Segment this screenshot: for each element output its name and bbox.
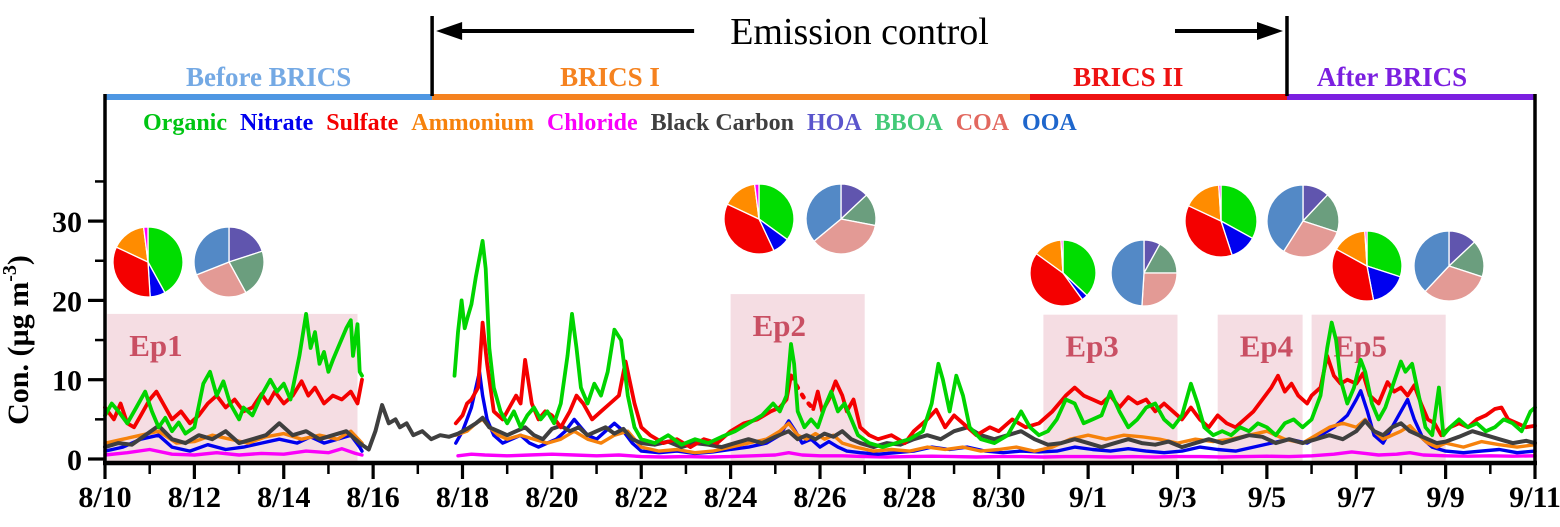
legend-item-organic: Organic [143,110,227,136]
ep2-species-pie-slice-4 [753,183,760,220]
ep2-oa-factors-pie-slice-3 [805,183,842,243]
x-tick-label: 8/30 [972,481,1025,514]
ep1-oa-factors-pie-slice-1 [228,250,265,294]
episode-label-ep4: Ep4 [1240,329,1293,364]
ep2-oa-factors-pie [805,183,877,255]
x-tick-label: 8/26 [793,481,846,514]
x-tick-label: 8/22 [615,481,668,514]
ep3-species-pie [1029,239,1097,307]
x-tick-label: 8/10 [78,481,131,514]
ep1-species-pie-slice-0 [147,226,184,294]
legend-item-black-carbon: Black Carbon [650,110,794,136]
legend-item-ooa: OOA [1022,110,1077,136]
legend-item-nitrate: Nitrate [240,110,314,136]
x-tick-label: 9/11 [1509,481,1560,514]
episode-label-ep1: Ep1 [129,328,182,363]
x-tick-label: 8/24 [704,481,757,514]
y-tick-label: 30 [52,206,82,239]
x-tick-label: 8/28 [883,481,936,514]
species-legend: Organic Nitrate Sulfate Ammonium Chloride Bla… [143,110,1077,137]
x-tick-label: 8/20 [525,481,578,514]
ep4-species-pie-slice-0 [1220,184,1258,240]
arrow-left-icon [436,22,463,40]
legend-item-bboa: BBOA [874,110,943,136]
legend-item-coa: COA [955,110,1010,136]
y-tick-label: 0 [67,444,82,477]
ep5-species-pie-slice-2 [1331,248,1375,302]
series-sulfate-dashed-1 [788,373,816,412]
emission-control-title: Emission control [730,11,989,53]
arrow-right-icon [1256,22,1283,40]
ep1-oa-factors-pie-slice-3 [193,226,230,276]
ep4-oa-factors-pie-slice-2 [1282,220,1339,258]
ep5-species-pie-slice-4 [1364,230,1368,267]
ep1-oa-factors-pie [193,226,265,298]
y-tick-label: 20 [52,285,82,318]
series-organic-line-2 [452,239,1537,449]
ep5-species-pie-slice-0 [1366,230,1403,278]
period-label-2: BRICS I [560,62,660,92]
ep2-species-pie [723,183,795,255]
legend-item-sulfate: Sulfate [326,110,399,136]
ep1-species-pie-slice-2 [112,246,151,298]
period-bar-4 [1287,94,1535,100]
legend-item-hoa: HOA [807,110,862,136]
series-sulfate-line-2 [453,320,793,449]
x-tick-label: 8/14 [257,481,310,514]
series-chloride-line-2 [456,450,1537,459]
legend-item-chloride: Chloride [546,110,638,136]
ep1-species-pie [112,226,184,298]
ep2-oa-factors-pie-slice-2 [813,218,877,255]
x-tick-label: 9/5 [1248,481,1286,514]
y-axis-title: Con. (µg m-3) [0,255,35,425]
ep5-oa-factors-pie-slice-3 [1413,230,1450,293]
ep1-species-pie-slice-4 [142,226,149,263]
ep2-species-pie-slice-2 [723,203,775,255]
ep5-species-pie [1331,230,1403,302]
y-tick-label: 10 [52,365,82,398]
series-organic-line-1 [103,312,364,436]
episode-label-ep5: Ep5 [1334,329,1387,364]
episode-label-ep2: Ep2 [753,308,806,343]
x-tick-label: 8/12 [168,481,221,514]
ep4-oa-factors-pie [1266,184,1340,258]
ep3-species-pie-slice-4 [1060,239,1064,274]
legend-item-ammonium: Ammonium [411,110,534,136]
ep4-species-pie [1184,184,1258,258]
series-sulfate-line-1 [103,377,364,430]
x-tick-label: 9/1 [1069,481,1107,514]
ep5-oa-factors-pie-slice-2 [1424,265,1484,302]
x-tick-label: 8/16 [346,481,399,514]
period-label-1: Before BRICS [186,62,351,92]
x-tick-label: 9/3 [1158,481,1196,514]
x-tick-label: 9/9 [1426,481,1464,514]
series-chloride-line-1 [103,447,364,457]
ep3-oa-factors-pie-slice-2 [1141,272,1178,307]
ep4-oa-factors-pie-slice-3 [1266,184,1304,253]
ep4-species-pie-slice-4 [1218,184,1222,222]
ep3-oa-factors-pie [1110,239,1178,307]
ep3-species-pie-slice-0 [1062,239,1097,297]
x-tick-label: 8/18 [436,481,489,514]
ep4-oa-factors-pie-slice-1 [1301,193,1340,233]
ep1-oa-factors-pie-slice-2 [195,261,247,298]
ep5-oa-factors-pie [1413,230,1485,302]
episode-label-ep3: Ep3 [1065,329,1118,364]
ep4-species-pie-slice-2 [1184,204,1233,258]
ep2-species-pie-slice-0 [758,183,795,241]
x-tick-label: 9/7 [1337,481,1375,514]
period-label-3: BRICS II [1073,62,1183,92]
period-bar-2 [432,94,1031,100]
ep3-species-pie-slice-2 [1029,252,1084,307]
period-label-4: After BRICS [1317,62,1467,92]
period-bar-1 [105,94,433,100]
period-bar-3 [1030,94,1287,100]
series-black-carbon-line-1 [103,403,1537,452]
ep3-oa-factors-pie-slice-3 [1110,239,1145,307]
